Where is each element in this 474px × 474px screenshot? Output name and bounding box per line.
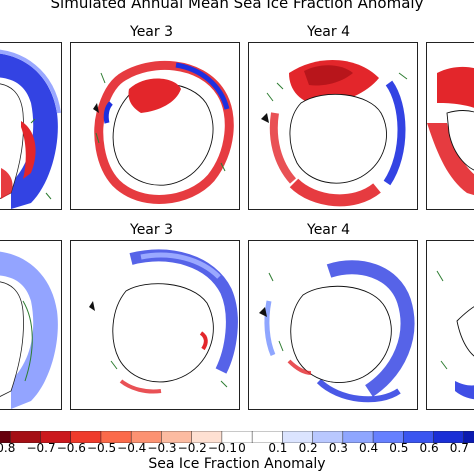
map-row1-col4 bbox=[426, 42, 474, 210]
panel-title-row1-year4: Year 4 bbox=[307, 24, 350, 40]
map-row2-col1 bbox=[0, 240, 62, 410]
colorbar-label: Sea Ice Fraction Anomaly bbox=[148, 456, 326, 472]
panel-title-row2-year3: Year 3 bbox=[130, 222, 173, 238]
map-row1-col2 bbox=[70, 42, 240, 210]
colorbar-tick-label: 0.1 bbox=[268, 441, 288, 455]
map-row1-col1 bbox=[0, 42, 62, 210]
colorbar-tick-label: −0.4 bbox=[117, 441, 147, 455]
panel-title-row2-year4: Year 4 bbox=[307, 222, 350, 238]
colorbar-tick-label: 0 bbox=[238, 441, 246, 455]
colorbar-tick-label: 0.3 bbox=[328, 441, 348, 455]
panel-title-row1-year3: Year 3 bbox=[130, 24, 173, 40]
colorbar-tick-label: 0.8 bbox=[0, 441, 16, 455]
colorbar-tick-label: 0.5 bbox=[389, 441, 409, 455]
colorbar bbox=[0, 428, 474, 444]
colorbar-tick-label: −0.6 bbox=[56, 441, 86, 455]
figure-title: Simulated Annual Mean Sea Ice Fraction A… bbox=[50, 0, 424, 12]
map-row2-col2 bbox=[70, 240, 240, 410]
colorbar-segment bbox=[463, 430, 474, 444]
colorbar-tick-label: −0.1 bbox=[207, 441, 238, 455]
map-row1-col3 bbox=[248, 42, 418, 210]
colorbar-tick-label: 0.4 bbox=[359, 441, 379, 455]
colorbar-tick-label: −0.3 bbox=[147, 441, 177, 455]
map-row2-col4 bbox=[426, 240, 474, 410]
colorbar-tick-label: −0.5 bbox=[86, 441, 117, 455]
colorbar-tick-label: −0.2 bbox=[177, 441, 207, 455]
map-row2-col3 bbox=[248, 240, 418, 410]
colorbar-tick-label: −0.7 bbox=[26, 441, 56, 455]
colorbar-tick-label: 0.6 bbox=[419, 441, 439, 455]
colorbar-tick-label: 0.2 bbox=[298, 441, 318, 455]
colorbar-tick-label: 0.7 bbox=[449, 441, 469, 455]
